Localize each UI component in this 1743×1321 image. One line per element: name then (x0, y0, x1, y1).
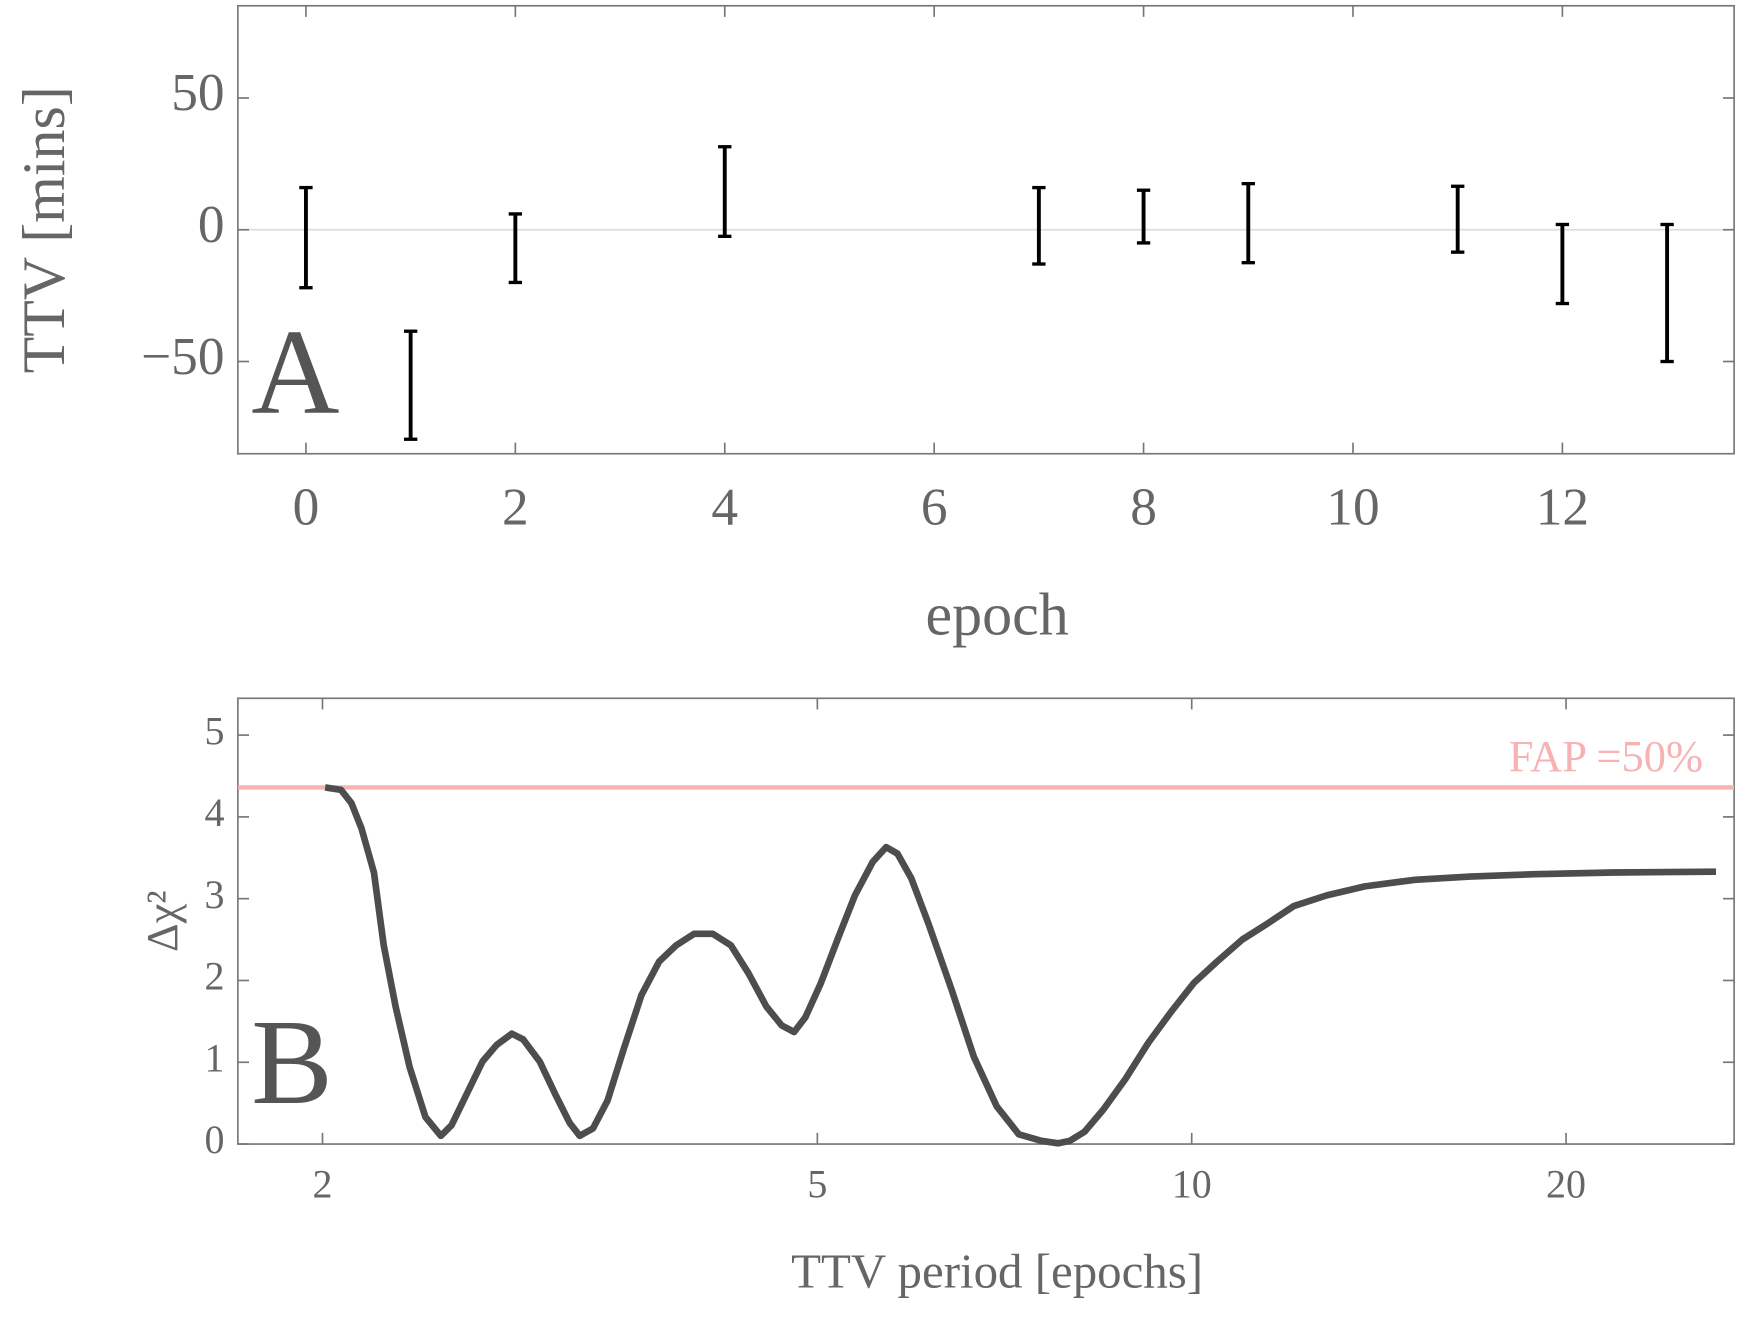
x-tick-label: 5 (807, 1161, 827, 1206)
y-tick-label: 0 (198, 194, 225, 254)
y-axis-label: TTV [mins] (11, 86, 77, 373)
x-tick-label: 2 (502, 477, 529, 537)
x-tick-label: 4 (711, 477, 738, 537)
y-tick-label: 3 (205, 872, 225, 917)
x-tick-label: 2 (312, 1161, 332, 1206)
y-tick-label: 0 (205, 1117, 225, 1162)
y-tick-label: 4 (205, 790, 225, 835)
plot-frame (237, 697, 1735, 1145)
threshold-label: FAP =50% (1509, 731, 1703, 781)
x-tick-label: 0 (293, 477, 320, 537)
x-axis-label: TTV period [epochs] (791, 1244, 1203, 1299)
panel-letter: A (251, 305, 339, 440)
y-tick-label: 1 (205, 1035, 225, 1080)
x-tick-label: 6 (921, 477, 948, 537)
x-tick-label: 12 (1536, 477, 1589, 537)
x-tick-label: 10 (1172, 1161, 1212, 1206)
y-tick-label: 5 (205, 708, 225, 753)
x-tick-label: 20 (1546, 1161, 1586, 1206)
panel-letter: B (251, 995, 333, 1130)
y-tick-label: 50 (171, 62, 224, 122)
y-tick-label: −50 (141, 326, 224, 386)
y-axis-label: Δχ² (137, 890, 187, 952)
curve (324, 784, 1717, 1147)
y-tick-label: 2 (205, 954, 225, 999)
x-axis-label: epoch (925, 581, 1068, 647)
x-tick-label: 8 (1130, 477, 1157, 537)
x-tick-label: 10 (1326, 477, 1379, 537)
